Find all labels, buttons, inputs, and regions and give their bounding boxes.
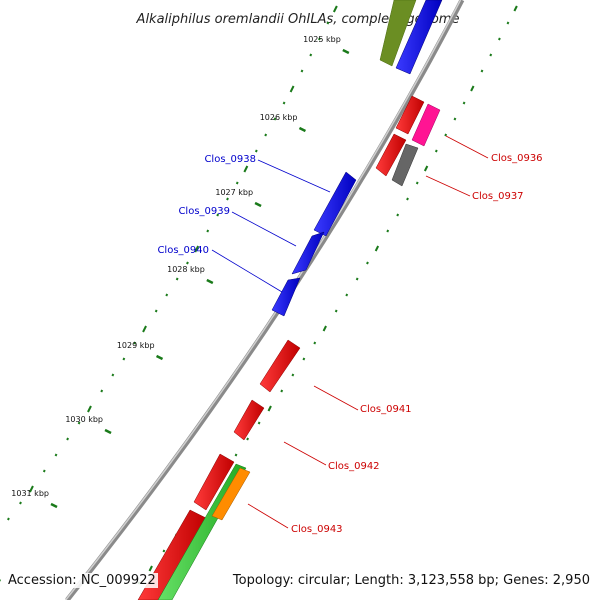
gc-dot <box>284 102 285 104</box>
gc-dot <box>227 198 228 200</box>
gc-dot <box>20 502 21 504</box>
leader-clos-0936 <box>446 136 488 158</box>
gc-dot <box>244 166 247 172</box>
gc-dot <box>163 550 164 552</box>
gc-dot <box>259 422 260 424</box>
tick-label: 1028 kbp <box>167 265 205 274</box>
gc-dot <box>149 566 152 571</box>
tick-mark <box>343 50 349 53</box>
gene-label-clos-0936[interactable]: Clos_0936 <box>491 153 543 164</box>
feature-clos-0942 <box>234 400 264 440</box>
feature-track <box>138 0 442 600</box>
gc-dot <box>507 22 508 24</box>
gc-dot <box>324 326 327 331</box>
gc-dot <box>436 150 437 152</box>
gc-dot <box>314 342 315 344</box>
gc-dot <box>357 278 358 280</box>
gc-dot <box>445 134 446 136</box>
tick-label: 1031 kbp <box>11 489 49 498</box>
gc-dot <box>417 182 418 184</box>
gc-content-track <box>0 6 517 584</box>
gene-label-clos-0939[interactable]: Clos_0939 <box>178 206 230 217</box>
gc-dot <box>291 86 294 92</box>
gc-dot <box>464 102 465 104</box>
gc-dot <box>490 54 491 56</box>
gc-dot <box>425 166 428 171</box>
gc-dot <box>207 230 208 232</box>
gc-dot <box>44 470 45 472</box>
gc-dot <box>397 214 398 216</box>
gc-dot <box>237 182 238 184</box>
gene-label-clos-0940[interactable]: Clos_0940 <box>157 245 209 256</box>
tick-label: 1029 kbp <box>117 341 155 350</box>
gene-label-clos-0942[interactable]: Clos_0942 <box>328 461 380 472</box>
gc-dot <box>177 278 178 280</box>
accession-label: Accession: NC_009922 <box>6 573 158 588</box>
gc-dot <box>88 406 91 412</box>
feature-clos-0941 <box>260 340 300 392</box>
tick-label: 1027 kbp <box>215 188 253 197</box>
gc-dot <box>292 374 293 376</box>
gene-label-clos-0937[interactable]: Clos_0937 <box>472 191 524 202</box>
tick-mark <box>207 280 213 283</box>
gc-dot <box>268 406 271 411</box>
gc-dot <box>67 438 68 440</box>
genome-summary: Topology: circular; Length: 3,123,558 bp… <box>231 573 592 588</box>
gc-dot <box>327 22 328 24</box>
gc-dot <box>481 70 482 72</box>
tick-mark <box>299 128 305 131</box>
gc-dot <box>123 358 124 360</box>
gc-dot <box>407 198 408 200</box>
gc-dot <box>346 294 347 296</box>
tick-label: 1026 kbp <box>260 113 298 122</box>
gc-dot <box>265 134 266 136</box>
feature-clos-0940 <box>272 278 300 316</box>
gc-dot <box>187 262 188 264</box>
gc-dot <box>367 262 368 264</box>
tick-label: 1025 kbp <box>303 35 341 44</box>
leader-clos-0938 <box>258 160 330 192</box>
leader-clos-0941 <box>314 386 358 410</box>
gc-dot <box>247 438 248 440</box>
tick-mark <box>105 430 111 433</box>
gc-dot <box>101 390 102 392</box>
leader-clos-0940 <box>212 250 282 292</box>
gc-dot <box>454 118 455 120</box>
tick-mark <box>51 504 57 507</box>
backbone-line <box>67 0 462 600</box>
gc-dot <box>310 54 311 56</box>
gene-label-clos-0938[interactable]: Clos_0938 <box>204 154 256 165</box>
scale-ticks: 1025 kbp 1026 kbp 1027 kbp 1028 kbp 1029 kbp… <box>0 35 349 581</box>
gc-dot <box>8 518 9 520</box>
gc-dot <box>166 294 167 296</box>
gc-dot <box>236 454 237 456</box>
gene-label-clos-0941[interactable]: Clos_0941 <box>360 404 412 415</box>
gc-dot <box>156 310 157 312</box>
leader-clos-0943 <box>248 504 288 528</box>
gc-dot <box>376 246 379 251</box>
tick-mark <box>255 203 261 206</box>
backbone-highlight <box>66 0 461 600</box>
gc-dot <box>499 38 500 40</box>
gc-dot <box>387 230 388 232</box>
gc-dot <box>281 390 282 392</box>
gc-dot <box>301 70 302 72</box>
gc-dot <box>143 326 146 332</box>
gc-dot <box>514 6 517 11</box>
tick-mark <box>157 356 163 359</box>
gc-dot <box>56 454 57 456</box>
gc-dot <box>336 310 337 312</box>
gene-label-clos-0943[interactable]: Clos_0943 <box>291 524 343 535</box>
gc-dot <box>471 86 474 91</box>
gc-dot <box>303 358 304 360</box>
gc-dot <box>256 150 257 152</box>
genome-backbone <box>66 0 462 600</box>
gc-dot <box>112 374 113 376</box>
leader-clos-0942 <box>284 442 326 465</box>
leader-clos-0937 <box>426 176 470 196</box>
tick-label: 1030 kbp <box>65 415 103 424</box>
leader-clos-0939 <box>232 212 296 246</box>
